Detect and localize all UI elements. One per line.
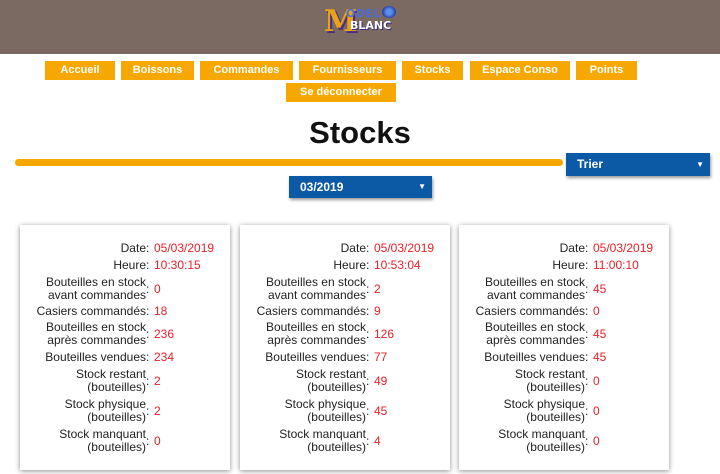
row-restant: Stock restant (bouteilles):2 xyxy=(75,367,161,394)
orange-divider-bar xyxy=(15,159,563,166)
chevron-down-icon: ▼ xyxy=(418,182,426,191)
value-apres: 126 xyxy=(374,327,395,341)
value-date: 05/03/2019 xyxy=(154,241,215,255)
month-select[interactable]: 03/2019 ▼ xyxy=(289,176,432,198)
value-vendues: 77 xyxy=(374,350,388,364)
value-avant: 2 xyxy=(374,282,381,296)
value-vendues: 45 xyxy=(593,350,607,364)
nav-accueil[interactable]: Accueil xyxy=(45,61,115,80)
row-manquant: Stock manquant (bouteilles):4 xyxy=(279,427,381,454)
row-apres: Bouteilles en stock après commandes:236 xyxy=(45,320,175,347)
row-apres: Bouteilles en stock après commandes:45 xyxy=(484,320,607,347)
value-heure: 11:00:10 xyxy=(593,258,639,272)
nav-fournisseurs[interactable]: Fournisseurs xyxy=(299,61,396,80)
nav-boissons[interactable]: Boissons xyxy=(121,61,194,80)
nav-se-deconnecter[interactable]: Se déconnecter xyxy=(286,83,396,102)
value-heure: 10:30:15 xyxy=(154,258,201,272)
value-apres: 45 xyxy=(593,327,607,341)
row-avant: Bouteilles en stock avant commandes:0 xyxy=(45,275,161,302)
month-select-value: 03/2019 xyxy=(300,180,344,194)
row-apres: Bouteilles en stock après commandes:126 xyxy=(265,320,395,347)
logo-text-top: ODEL xyxy=(346,7,382,20)
chevron-down-icon: ▼ xyxy=(696,160,704,169)
sort-select[interactable]: Trier ▼ xyxy=(566,153,710,176)
stock-card-1: Date:05/03/2019 Heure:10:30:15 Bouteille… xyxy=(20,225,230,470)
row-restant: Stock restant (bouteilles):0 xyxy=(514,367,600,394)
row-manquant: Stock manquant (bouteilles):0 xyxy=(498,427,600,454)
logo-swirl-icon xyxy=(382,6,396,18)
value-manquant: 0 xyxy=(154,434,161,448)
value-heure: 10:53:04 xyxy=(374,258,421,272)
page-title: Stocks xyxy=(309,115,411,150)
row-manquant: Stock manquant (bouteilles):0 xyxy=(59,427,161,454)
value-casiers: 0 xyxy=(593,304,600,318)
value-physique: 45 xyxy=(374,404,388,418)
nav-espace-conso[interactable]: Espace Conso xyxy=(470,61,570,80)
sort-select-value: Trier xyxy=(577,157,604,171)
row-physique: Stock physique (bouteilles):45 xyxy=(284,397,388,424)
value-manquant: 0 xyxy=(593,434,600,448)
value-date: 05/03/2019 xyxy=(374,241,435,255)
label-heure: Heure xyxy=(113,258,146,272)
value-apres: 236 xyxy=(154,327,175,341)
stock-card-2: Date:05/03/2019 Heure:10:53:04 Bouteille… xyxy=(240,225,450,470)
value-avant: 0 xyxy=(154,282,161,296)
logo-text-bottom: BLANC xyxy=(350,19,392,32)
nav-stocks[interactable]: Stocks xyxy=(402,61,463,80)
value-physique: 2 xyxy=(154,404,161,418)
value-avant: 45 xyxy=(593,282,607,296)
value-casiers: 9 xyxy=(374,304,381,318)
value-manquant: 4 xyxy=(374,434,381,448)
row-physique: Stock physique (bouteilles):0 xyxy=(503,397,600,424)
row-avant: Bouteilles en stock avant commandes:45 xyxy=(484,275,607,302)
value-casiers: 18 xyxy=(154,304,168,318)
stock-card-3: Date:05/03/2019 Heure:11:00:10 Bouteille… xyxy=(459,225,669,470)
row-physique: Stock physique (bouteilles):2 xyxy=(64,397,161,424)
nav-points[interactable]: Points xyxy=(576,61,637,80)
row-avant: Bouteilles en stock avant commandes:2 xyxy=(265,275,381,302)
row-restant: Stock restant (bouteilles):49 xyxy=(295,367,388,394)
value-physique: 0 xyxy=(593,404,600,418)
value-restant: 49 xyxy=(374,374,388,388)
value-vendues: 234 xyxy=(154,350,175,364)
value-restant: 0 xyxy=(593,374,600,388)
value-restant: 2 xyxy=(154,374,161,388)
site-header: M ODEL BLANC xyxy=(0,0,720,54)
site-logo[interactable]: M ODEL BLANC xyxy=(324,2,398,42)
value-date: 05/03/2019 xyxy=(593,241,654,255)
logo-letter: M xyxy=(324,4,358,39)
nav-commandes[interactable]: Commandes xyxy=(200,61,293,80)
label-date: Date xyxy=(120,241,146,255)
